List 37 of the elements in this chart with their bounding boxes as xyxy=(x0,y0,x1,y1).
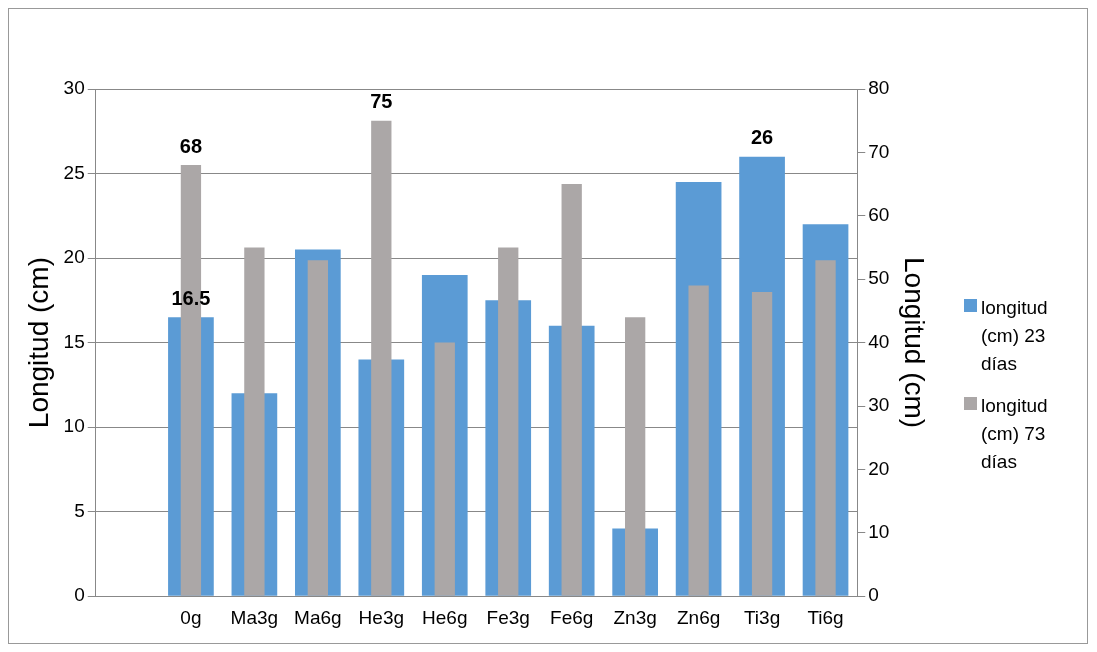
y2-tick-label: 60 xyxy=(868,204,890,226)
y2-tick-label: 70 xyxy=(868,140,890,162)
y-tick-label: 20 xyxy=(63,246,85,268)
legend-label: longitud (cm) 23 días xyxy=(981,296,1049,376)
y-tick-label: 10 xyxy=(63,415,85,437)
y2-tick-label: 40 xyxy=(868,330,890,352)
y-axis-title: Longitud (cm) xyxy=(22,257,54,429)
y2-tick-label: 10 xyxy=(868,521,890,543)
y2-tick-label: 0 xyxy=(868,584,879,606)
x-tick-label: Ma6g xyxy=(294,606,342,628)
x-tick-label: 0g xyxy=(180,606,202,628)
y-tick-label: 0 xyxy=(74,584,85,606)
bar xyxy=(751,291,773,596)
data-label: 68 xyxy=(179,134,203,157)
x-tick-label: Zn6g xyxy=(676,606,721,628)
x-tick-label: Ti6g xyxy=(807,606,844,628)
y-tick-label: 30 xyxy=(63,77,85,99)
y-tick-label: 5 xyxy=(74,499,85,521)
y2-axis-title: Longitud (cm) xyxy=(899,257,931,429)
x-tick-label: Ti3g xyxy=(743,606,781,628)
bar xyxy=(688,285,709,596)
data-label: 16.5 xyxy=(171,286,211,309)
y-tick-label: 25 xyxy=(63,161,85,183)
legend-label: longitud (cm) 73 días xyxy=(981,394,1049,474)
data-label: 75 xyxy=(370,90,393,113)
y2-tick-label: 20 xyxy=(868,457,890,479)
data-label: 26 xyxy=(750,126,774,149)
x-tick-label: Fe3g xyxy=(486,606,530,628)
x-tick-label: He3g xyxy=(358,606,405,628)
x-tick-label: He6g xyxy=(422,606,468,628)
y2-tick-label: 30 xyxy=(868,394,890,416)
x-tick-label: Zn3g xyxy=(613,606,657,628)
y-tick-label: 15 xyxy=(63,330,85,352)
x-tick-label: Fe6g xyxy=(550,606,594,628)
x-tick-label: Ma3g xyxy=(230,606,279,628)
y2-tick-label: 50 xyxy=(868,267,890,289)
y2-tick-label: 80 xyxy=(868,77,890,99)
